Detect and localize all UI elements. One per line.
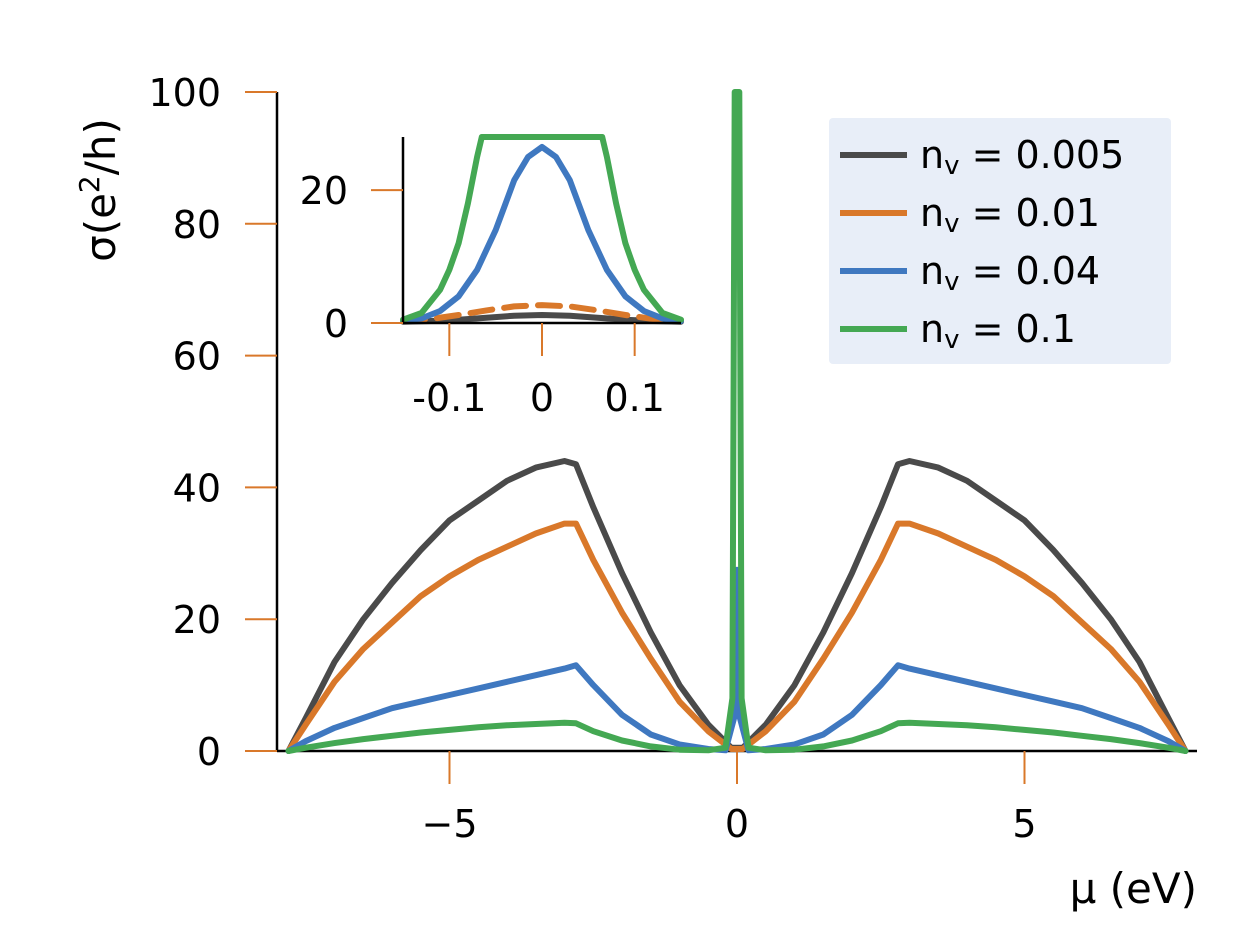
inset-y-ticks: 0 20 — [300, 169, 403, 346]
y-axis-title: σ(e2/h) — [73, 118, 125, 262]
inset-x-ticks: -0.1 0 0.1 — [412, 323, 665, 420]
series-line-2 — [285, 566, 1189, 754]
y-tick-label: 0 — [197, 730, 221, 774]
legend-label-1: nv = 0.01 — [920, 191, 1100, 239]
y-axis-title-sup: 2 — [73, 175, 106, 193]
inset-series-layer — [400, 134, 684, 325]
inset-y-tick-label: 0 — [324, 302, 348, 346]
inset-plot: 0 20 -0.1 0 0.1 — [300, 134, 684, 420]
x-tick-label: 5 — [1012, 802, 1036, 846]
y-ticks: 0 20 40 60 80 100 — [148, 71, 277, 774]
inset-x-tick-label: -0.1 — [412, 376, 486, 420]
y-tick-label: 60 — [173, 335, 221, 379]
legend: nv = 0.005 nv = 0.01 nv = 0.04 nv = 0.1 — [829, 118, 1171, 364]
legend-label-2: nv = 0.04 — [920, 249, 1100, 297]
inset-series-line-2 — [400, 144, 684, 324]
x-tick-label: 0 — [725, 802, 749, 846]
legend-box — [829, 118, 1171, 364]
inset-y-tick-label: 20 — [300, 169, 348, 213]
inset-x-tick-label: 0.1 — [604, 376, 664, 420]
legend-items: nv = 0.005 nv = 0.01 nv = 0.04 nv = 0.1 — [840, 133, 1124, 355]
x-ticks: −5 0 5 — [421, 751, 1037, 846]
series-line-3 — [285, 89, 1189, 754]
x-axis-title: μ (eV) — [1070, 864, 1197, 913]
x-tick-label: −5 — [421, 802, 477, 846]
legend-label-3: nv = 0.1 — [920, 307, 1076, 355]
inset-x-tick-label: 0 — [530, 376, 554, 420]
series-line-1 — [285, 520, 1189, 754]
y-axis-title-suffix: /h) — [76, 118, 125, 175]
legend-label-0: nv = 0.005 — [920, 133, 1124, 181]
y-tick-label: 40 — [173, 466, 221, 510]
series-layer — [285, 89, 1189, 754]
y-tick-label: 20 — [173, 598, 221, 642]
y-tick-label: 100 — [148, 71, 221, 115]
inset-series-line-1 — [400, 302, 684, 324]
inset-series-line-0 — [400, 312, 684, 325]
y-axis-title-prefix: σ(e — [76, 193, 125, 262]
y-tick-label: 80 — [173, 203, 221, 247]
inset-series-line-3 — [400, 134, 684, 323]
